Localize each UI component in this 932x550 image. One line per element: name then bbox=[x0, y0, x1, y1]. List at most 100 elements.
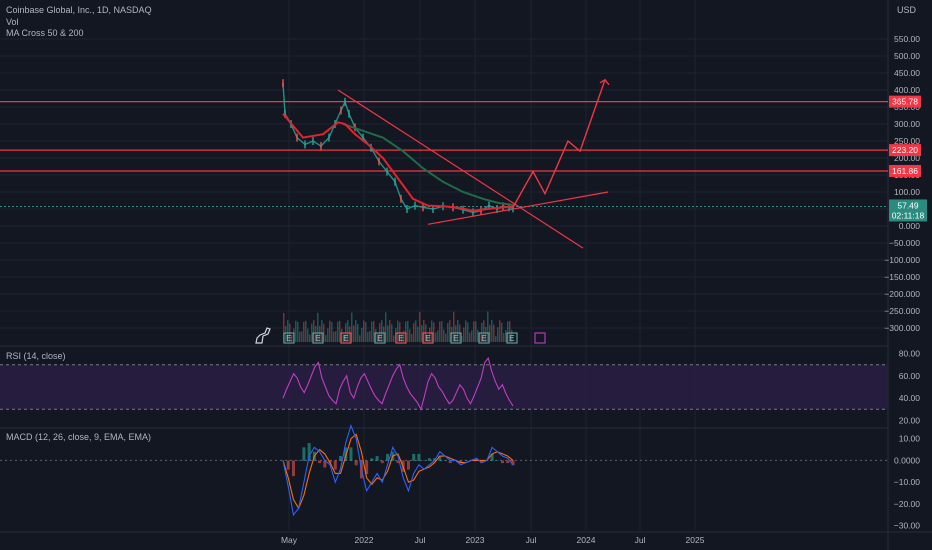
macd-histogram-bar bbox=[417, 453, 421, 461]
rsi-legend: RSI (14, close) bbox=[6, 351, 66, 361]
y-tick-label: 100.00 bbox=[894, 187, 920, 197]
currency-label: USD bbox=[897, 5, 917, 15]
x-tick-label: 2023 bbox=[466, 535, 485, 545]
volume-bar bbox=[435, 332, 437, 342]
chart-title: Coinbase Global, Inc., 1D, NASDAQ bbox=[6, 5, 152, 15]
volume-bar bbox=[437, 330, 439, 342]
volume-bar bbox=[471, 330, 473, 342]
earnings-event-marker bbox=[450, 332, 462, 344]
y-tick-label: 500.00 bbox=[894, 51, 920, 61]
price-candle bbox=[328, 133, 330, 142]
volume-bar bbox=[499, 320, 501, 342]
volume-bar bbox=[483, 320, 485, 342]
macd-histogram-bar bbox=[307, 443, 311, 461]
macd-tick-label: 0.0000 bbox=[894, 455, 920, 465]
price-candle bbox=[378, 157, 380, 166]
rsi-line bbox=[282, 356, 514, 411]
macd-histogram-bar bbox=[354, 460, 358, 466]
volume-bar bbox=[477, 329, 479, 342]
volume-bar bbox=[311, 323, 313, 342]
y-tick-label: 400.00 bbox=[894, 85, 920, 95]
rsi-tick-label: 60.00 bbox=[899, 371, 921, 381]
price-candle bbox=[312, 137, 314, 145]
y-tick-label: −300.000 bbox=[884, 323, 920, 333]
earnings-event-letter: E bbox=[398, 333, 404, 343]
earnings-event-letter: E bbox=[315, 333, 321, 343]
volume-bar bbox=[361, 328, 363, 342]
price-candle bbox=[386, 167, 388, 176]
level-price-tag bbox=[889, 144, 921, 157]
y-tick-label: 250.00 bbox=[894, 136, 920, 146]
volume-bar bbox=[283, 313, 285, 342]
volume-bar bbox=[489, 324, 491, 342]
macd-histogram-bar bbox=[480, 460, 484, 464]
y-tick-label: 450.00 bbox=[894, 68, 920, 78]
volume-bar bbox=[339, 320, 341, 342]
volume-bar bbox=[357, 323, 359, 342]
macd-histogram-bar bbox=[333, 460, 337, 470]
volume-bar bbox=[341, 328, 343, 342]
macd-tick-label: 10.00 bbox=[899, 434, 921, 444]
y-tick-label: −200.000 bbox=[884, 289, 920, 299]
macd-histogram-bar bbox=[297, 460, 301, 461]
volume-bar bbox=[505, 330, 507, 342]
volume-bar bbox=[371, 321, 373, 342]
macd-histogram-bar bbox=[302, 447, 306, 461]
volume-legend: Vol bbox=[6, 17, 19, 27]
x-tick-label: 2024 bbox=[577, 535, 596, 545]
volume-bar bbox=[297, 321, 299, 342]
volume-bar bbox=[349, 326, 351, 342]
volume-bar bbox=[359, 335, 361, 342]
y-tick-label: −250.000 bbox=[884, 306, 920, 316]
projection-path bbox=[512, 79, 606, 208]
trendline bbox=[337, 89, 584, 249]
macd-histogram-bar bbox=[349, 447, 353, 461]
volume-bar bbox=[415, 320, 417, 342]
macd-histogram-bar bbox=[370, 458, 374, 461]
volume-bar bbox=[315, 326, 317, 342]
volume-bar bbox=[367, 332, 369, 342]
volume-bar bbox=[365, 322, 367, 342]
level-price-label: 223.20 bbox=[892, 145, 918, 155]
earnings-event-letter: E bbox=[453, 333, 459, 343]
volume-bar bbox=[485, 326, 487, 342]
macd-histogram-bar bbox=[448, 460, 452, 464]
price-candle bbox=[340, 106, 342, 115]
macd-line bbox=[282, 423, 514, 517]
volume-bar bbox=[469, 332, 471, 342]
earnings-event-letter: E bbox=[509, 333, 515, 343]
projection-arrow-head bbox=[599, 78, 610, 86]
earnings-event-marker bbox=[506, 332, 518, 344]
volume-bar bbox=[347, 320, 349, 342]
macd-histogram-bar bbox=[291, 460, 295, 477]
price-candle bbox=[284, 109, 286, 118]
macd-histogram-bar bbox=[406, 460, 410, 470]
volume-bar bbox=[307, 328, 309, 342]
volume-bar bbox=[431, 320, 433, 342]
macd-histogram-bar bbox=[386, 453, 390, 461]
volume-bar bbox=[457, 320, 459, 342]
price-candle bbox=[488, 201, 490, 210]
ma-cross-legend: MA Cross 50 & 200 bbox=[6, 28, 84, 38]
level-price-tag bbox=[889, 95, 921, 108]
price-candle bbox=[422, 203, 424, 212]
volume-bar bbox=[427, 335, 429, 342]
volume-bar bbox=[507, 321, 509, 342]
volume-bar bbox=[501, 322, 503, 342]
macd-histogram-bar bbox=[323, 460, 327, 468]
volume-bar bbox=[479, 333, 481, 342]
volume-bar bbox=[447, 322, 449, 342]
volume-bar bbox=[305, 320, 307, 342]
volume-bar bbox=[511, 329, 513, 342]
y-tick-label: 550.00 bbox=[894, 34, 920, 44]
y-tick-label: −50.000 bbox=[889, 238, 920, 248]
volume-bar bbox=[419, 312, 421, 342]
volume-bar bbox=[509, 321, 511, 342]
volume-bar bbox=[287, 320, 289, 342]
volume-bar bbox=[323, 323, 325, 342]
volume-bar bbox=[375, 329, 377, 342]
x-tick-label: 2025 bbox=[686, 535, 705, 545]
volume-bar bbox=[403, 330, 405, 342]
macd-histogram-bar bbox=[365, 460, 369, 474]
